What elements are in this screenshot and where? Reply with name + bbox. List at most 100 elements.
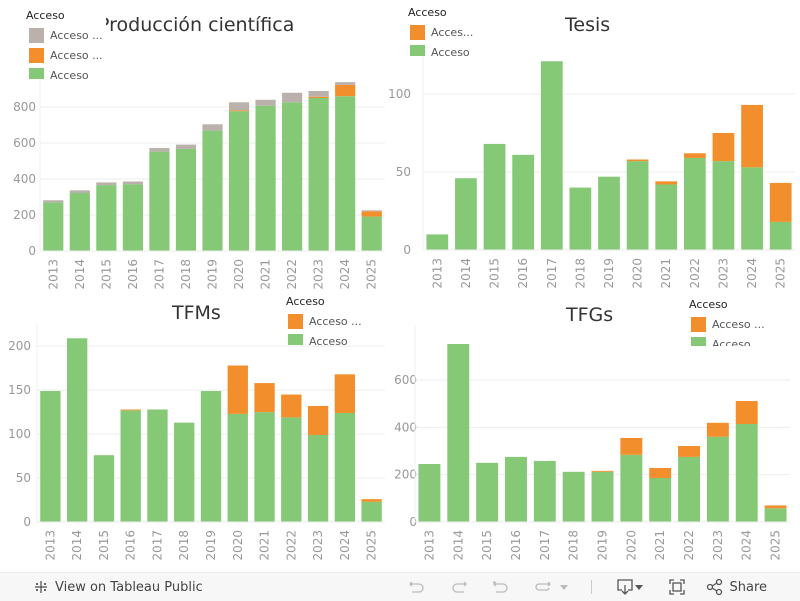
bar-green-2024[interactable] [335, 96, 356, 251]
bar-green-2022[interactable] [678, 456, 700, 522]
bar-green-2025[interactable] [361, 501, 382, 522]
bar-green-2022[interactable] [281, 417, 302, 522]
legend-item-orange[interactable]: Acceso ... [286, 311, 366, 331]
bar-green-2021[interactable] [649, 477, 672, 522]
fullscreen-icon[interactable] [668, 578, 686, 596]
bar-orange-2024[interactable] [735, 401, 758, 425]
legend-tfms[interactable]: Acceso Acceso ... Acceso [286, 295, 366, 345]
bar-green-2021[interactable] [255, 105, 276, 251]
bar-gray-2016[interactable] [122, 181, 143, 185]
bar-orange-2020[interactable] [626, 159, 649, 162]
bar-green-2024[interactable] [735, 424, 758, 522]
bar-orange-2022[interactable] [678, 446, 700, 457]
bar-green-2019[interactable] [591, 471, 614, 522]
bar-green-2013[interactable] [43, 202, 64, 251]
bar-orange-2024[interactable] [741, 104, 763, 168]
refresh-icon[interactable] [533, 579, 553, 595]
bar-green-2014[interactable] [455, 178, 477, 250]
bar-green-2018[interactable] [569, 187, 592, 250]
bar-green-2019[interactable] [598, 176, 620, 250]
bar-green-2020[interactable] [228, 111, 250, 251]
bar-green-2021[interactable] [254, 412, 275, 522]
bar-green-2024[interactable] [334, 412, 356, 522]
bar-green-2018[interactable] [174, 422, 195, 522]
bar-green-2013[interactable] [40, 391, 61, 522]
bar-gray-2015[interactable] [96, 182, 117, 186]
bar-orange-2020[interactable] [228, 110, 250, 112]
legend-tfgs[interactable]: Acceso Acceso ... Acceso [689, 298, 769, 346]
bar-orange-2022[interactable] [281, 394, 302, 418]
legend-item-green[interactable]: Acceso [408, 42, 478, 56]
legend-item-green[interactable]: Acceso [286, 331, 366, 345]
bar-gray-2025[interactable] [361, 210, 382, 212]
bar-green-2017[interactable] [149, 151, 170, 251]
legend-item-green[interactable]: Acceso [26, 65, 106, 79]
bar-gray-2021[interactable] [255, 99, 276, 106]
bar-green-2023[interactable] [307, 434, 329, 522]
bar-orange-2025[interactable] [769, 182, 792, 222]
bar-green-2015[interactable] [476, 462, 499, 522]
bar-orange-2023[interactable] [307, 405, 329, 435]
bar-green-2016[interactable] [505, 456, 527, 522]
bar-green-2013[interactable] [426, 234, 449, 250]
bar-gray-2023[interactable] [308, 90, 329, 97]
bar-green-2018[interactable] [175, 148, 197, 251]
bar-green-2022[interactable] [683, 157, 706, 250]
undo-icon[interactable] [407, 579, 427, 595]
bar-gray-2018[interactable] [175, 144, 197, 149]
bar-green-2018[interactable] [562, 471, 585, 522]
bar-orange-2023[interactable] [706, 422, 729, 437]
bar-orange-2019[interactable] [591, 470, 614, 472]
bar-gray-2020[interactable] [228, 102, 250, 111]
bar-gray-2014[interactable] [69, 190, 90, 194]
bar-orange-2022[interactable] [683, 153, 706, 158]
legend-item-orange[interactable]: Acceso ... [26, 45, 106, 65]
download-button[interactable] [616, 578, 644, 596]
bar-green-2020[interactable] [620, 454, 643, 522]
bar-green-2014[interactable] [66, 338, 88, 522]
bar-green-2017[interactable] [540, 61, 563, 250]
bar-green-2023[interactable] [706, 436, 729, 522]
bar-green-2020[interactable] [626, 161, 649, 250]
bar-green-2014[interactable] [69, 193, 90, 251]
bar-orange-2025[interactable] [361, 211, 382, 217]
bar-green-2015[interactable] [93, 455, 115, 522]
bar-green-2013[interactable] [418, 464, 441, 522]
bar-orange-2021[interactable] [254, 383, 275, 413]
bar-gray-2013[interactable] [43, 200, 64, 203]
bar-orange-2021[interactable] [655, 181, 678, 185]
bar-gray-2017[interactable] [149, 148, 170, 152]
legend-item-gray[interactable]: Acceso ... [26, 25, 106, 45]
bar-green-2016[interactable] [122, 184, 143, 251]
bar-green-2024[interactable] [741, 167, 763, 250]
bar-gray-2022[interactable] [282, 92, 303, 103]
bar-orange-2016[interactable] [120, 409, 141, 411]
bar-green-2025[interactable] [361, 216, 382, 251]
bar-gray-2019[interactable] [202, 124, 223, 131]
bar-green-2019[interactable] [200, 391, 222, 522]
legend-item-green[interactable]: Acceso [689, 334, 769, 346]
bar-green-2016[interactable] [512, 154, 535, 250]
bar-green-2016[interactable] [120, 410, 141, 522]
bar-green-2025[interactable] [769, 221, 792, 250]
bar-orange-2020[interactable] [620, 437, 643, 455]
bar-orange-2024[interactable] [334, 374, 356, 413]
bar-orange-2023[interactable] [308, 96, 329, 98]
legend-item-orange[interactable]: Acces... [408, 22, 478, 42]
share-button[interactable]: Share [706, 578, 767, 596]
legend-item-orange[interactable]: Acceso ... [689, 314, 769, 334]
bar-orange-2020[interactable] [227, 365, 248, 414]
bar-green-2025[interactable] [764, 508, 787, 522]
view-on-tableau-public-button[interactable]: View on Tableau Public [33, 579, 203, 595]
bar-orange-2025[interactable] [764, 505, 787, 509]
revert-icon[interactable] [491, 579, 511, 595]
redo-icon[interactable] [449, 579, 469, 595]
bar-green-2014[interactable] [447, 343, 470, 522]
bar-green-2015[interactable] [483, 143, 506, 250]
dropdown-caret-icon[interactable] [559, 579, 569, 595]
bar-green-2019[interactable] [202, 130, 223, 251]
legend-produccion[interactable]: Acceso Acceso ... Acceso ... Acceso [26, 9, 106, 79]
bar-gray-2024[interactable] [335, 82, 356, 85]
bar-orange-2021[interactable] [649, 468, 672, 478]
legend-tesis[interactable]: Acceso Acces... Acceso [408, 6, 478, 56]
